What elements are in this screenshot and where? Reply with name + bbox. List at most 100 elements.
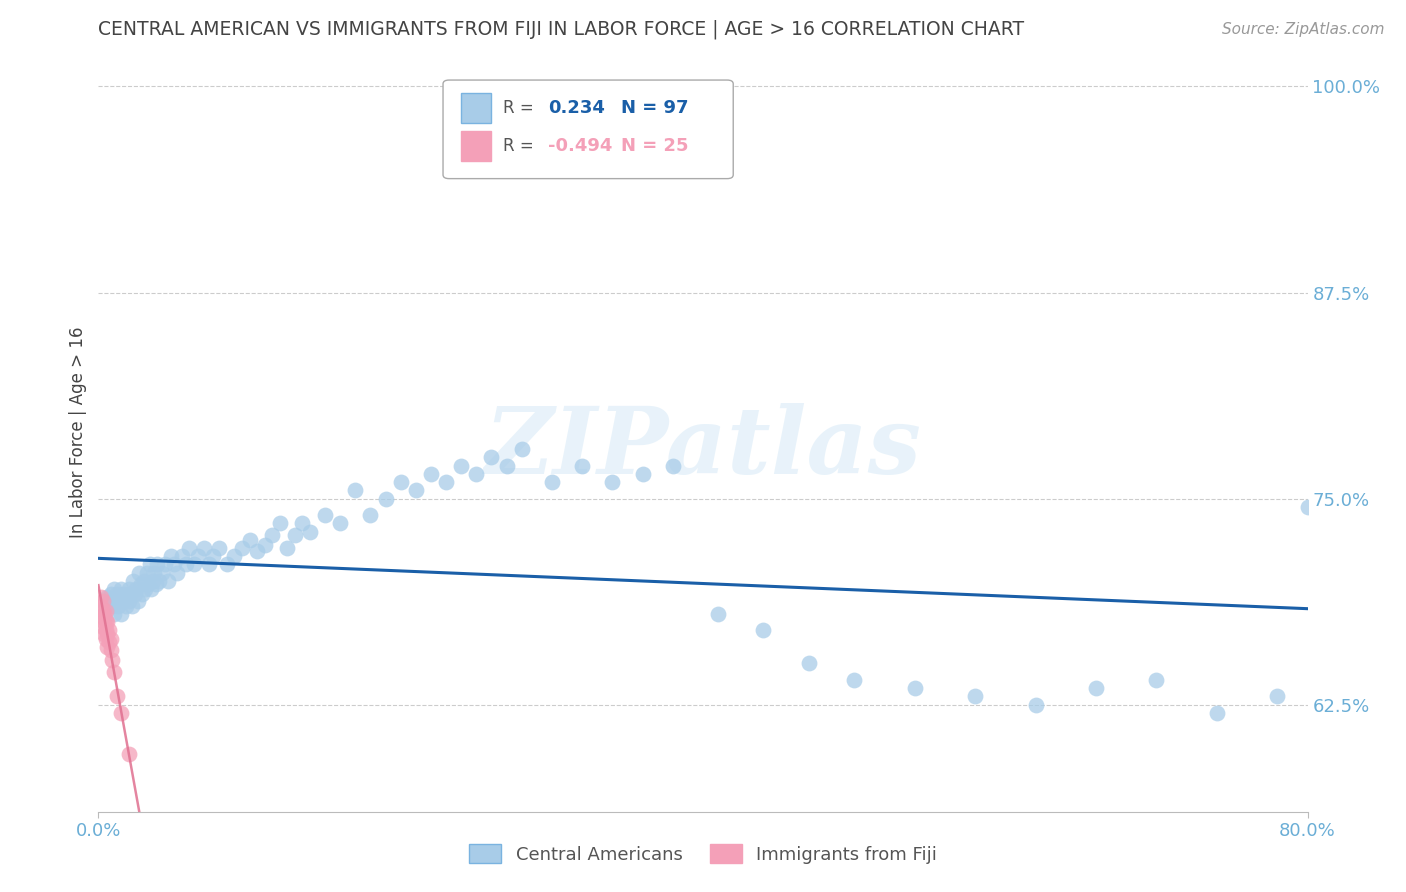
- Point: [103, 607, 125, 621]
- Point: [193, 541, 215, 555]
- Point: [141, 582, 163, 597]
- Point: [143, 566, 166, 580]
- Point: [115, 591, 138, 605]
- Point: [94, 632, 117, 646]
- Point: [134, 582, 156, 597]
- Point: [108, 591, 131, 605]
- Point: [139, 558, 162, 572]
- Point: [465, 467, 488, 481]
- FancyBboxPatch shape: [443, 80, 734, 178]
- Point: [93, 615, 115, 630]
- Point: [253, 538, 276, 552]
- Point: [1024, 698, 1046, 712]
- Point: [752, 624, 775, 638]
- Point: [450, 458, 472, 473]
- Point: [96, 615, 118, 630]
- Point: [142, 574, 165, 588]
- Y-axis label: In Labor Force | Age > 16: In Labor Force | Age > 16: [69, 326, 87, 539]
- Point: [91, 610, 114, 624]
- Point: [495, 458, 517, 473]
- Point: [202, 549, 225, 564]
- Point: [707, 607, 730, 621]
- Point: [420, 467, 443, 481]
- Point: [434, 475, 457, 489]
- Text: 0.234: 0.234: [548, 99, 605, 117]
- Point: [1267, 690, 1289, 704]
- Point: [187, 549, 209, 564]
- Point: [101, 599, 124, 613]
- Point: [314, 508, 336, 522]
- Legend: Central Americans, Immigrants from Fiji: Central Americans, Immigrants from Fiji: [461, 837, 945, 871]
- Point: [183, 558, 205, 572]
- Point: [103, 582, 125, 597]
- Point: [239, 533, 262, 547]
- Point: [110, 582, 132, 597]
- Point: [661, 458, 683, 473]
- Point: [160, 549, 183, 564]
- Point: [110, 607, 132, 621]
- Point: [100, 587, 122, 601]
- Point: [208, 541, 231, 555]
- Point: [197, 558, 219, 572]
- Point: [481, 450, 503, 465]
- Point: [231, 541, 253, 555]
- Point: [91, 593, 114, 607]
- Point: [98, 624, 121, 638]
- Text: ZIPatlas: ZIPatlas: [485, 403, 921, 492]
- Text: CENTRAL AMERICAN VS IMMIGRANTS FROM FIJI IN LABOR FORCE | AGE > 16 CORRELATION C: CENTRAL AMERICAN VS IMMIGRANTS FROM FIJI…: [98, 19, 1025, 38]
- Point: [104, 593, 127, 607]
- Point: [145, 577, 167, 591]
- Point: [136, 577, 159, 591]
- Point: [153, 558, 176, 572]
- Point: [246, 544, 269, 558]
- Point: [156, 574, 179, 588]
- Point: [118, 582, 141, 597]
- Point: [103, 665, 125, 679]
- Point: [269, 516, 291, 531]
- Point: [135, 566, 157, 580]
- Point: [105, 690, 128, 704]
- Point: [299, 524, 322, 539]
- Point: [96, 591, 118, 605]
- Point: [510, 442, 533, 456]
- Point: [540, 475, 562, 489]
- Point: [127, 593, 149, 607]
- Point: [146, 558, 169, 572]
- Text: N = 25: N = 25: [621, 137, 689, 155]
- Point: [965, 690, 987, 704]
- Point: [100, 632, 122, 646]
- Point: [122, 574, 145, 588]
- Point: [224, 549, 246, 564]
- Point: [94, 624, 117, 638]
- Point: [90, 591, 112, 605]
- Point: [360, 508, 382, 522]
- Point: [571, 458, 593, 473]
- Point: [174, 558, 197, 572]
- Text: N = 97: N = 97: [621, 99, 689, 117]
- Point: [94, 614, 117, 628]
- Point: [132, 574, 155, 588]
- Point: [284, 528, 307, 542]
- Point: [128, 566, 150, 580]
- Point: [98, 593, 121, 607]
- Point: [844, 673, 866, 687]
- FancyBboxPatch shape: [461, 131, 492, 161]
- Point: [166, 566, 188, 580]
- Point: [111, 593, 134, 607]
- Point: [1296, 500, 1319, 514]
- Point: [98, 635, 121, 649]
- Point: [105, 587, 128, 601]
- Point: [91, 620, 114, 634]
- Point: [93, 626, 115, 640]
- Point: [276, 541, 298, 555]
- Text: R =: R =: [503, 137, 540, 155]
- Text: R =: R =: [503, 99, 540, 117]
- Point: [96, 640, 118, 654]
- Point: [93, 607, 115, 621]
- Point: [94, 599, 117, 613]
- Point: [602, 475, 624, 489]
- Point: [215, 558, 238, 572]
- Point: [120, 587, 142, 601]
- Point: [797, 657, 820, 671]
- FancyBboxPatch shape: [461, 93, 492, 123]
